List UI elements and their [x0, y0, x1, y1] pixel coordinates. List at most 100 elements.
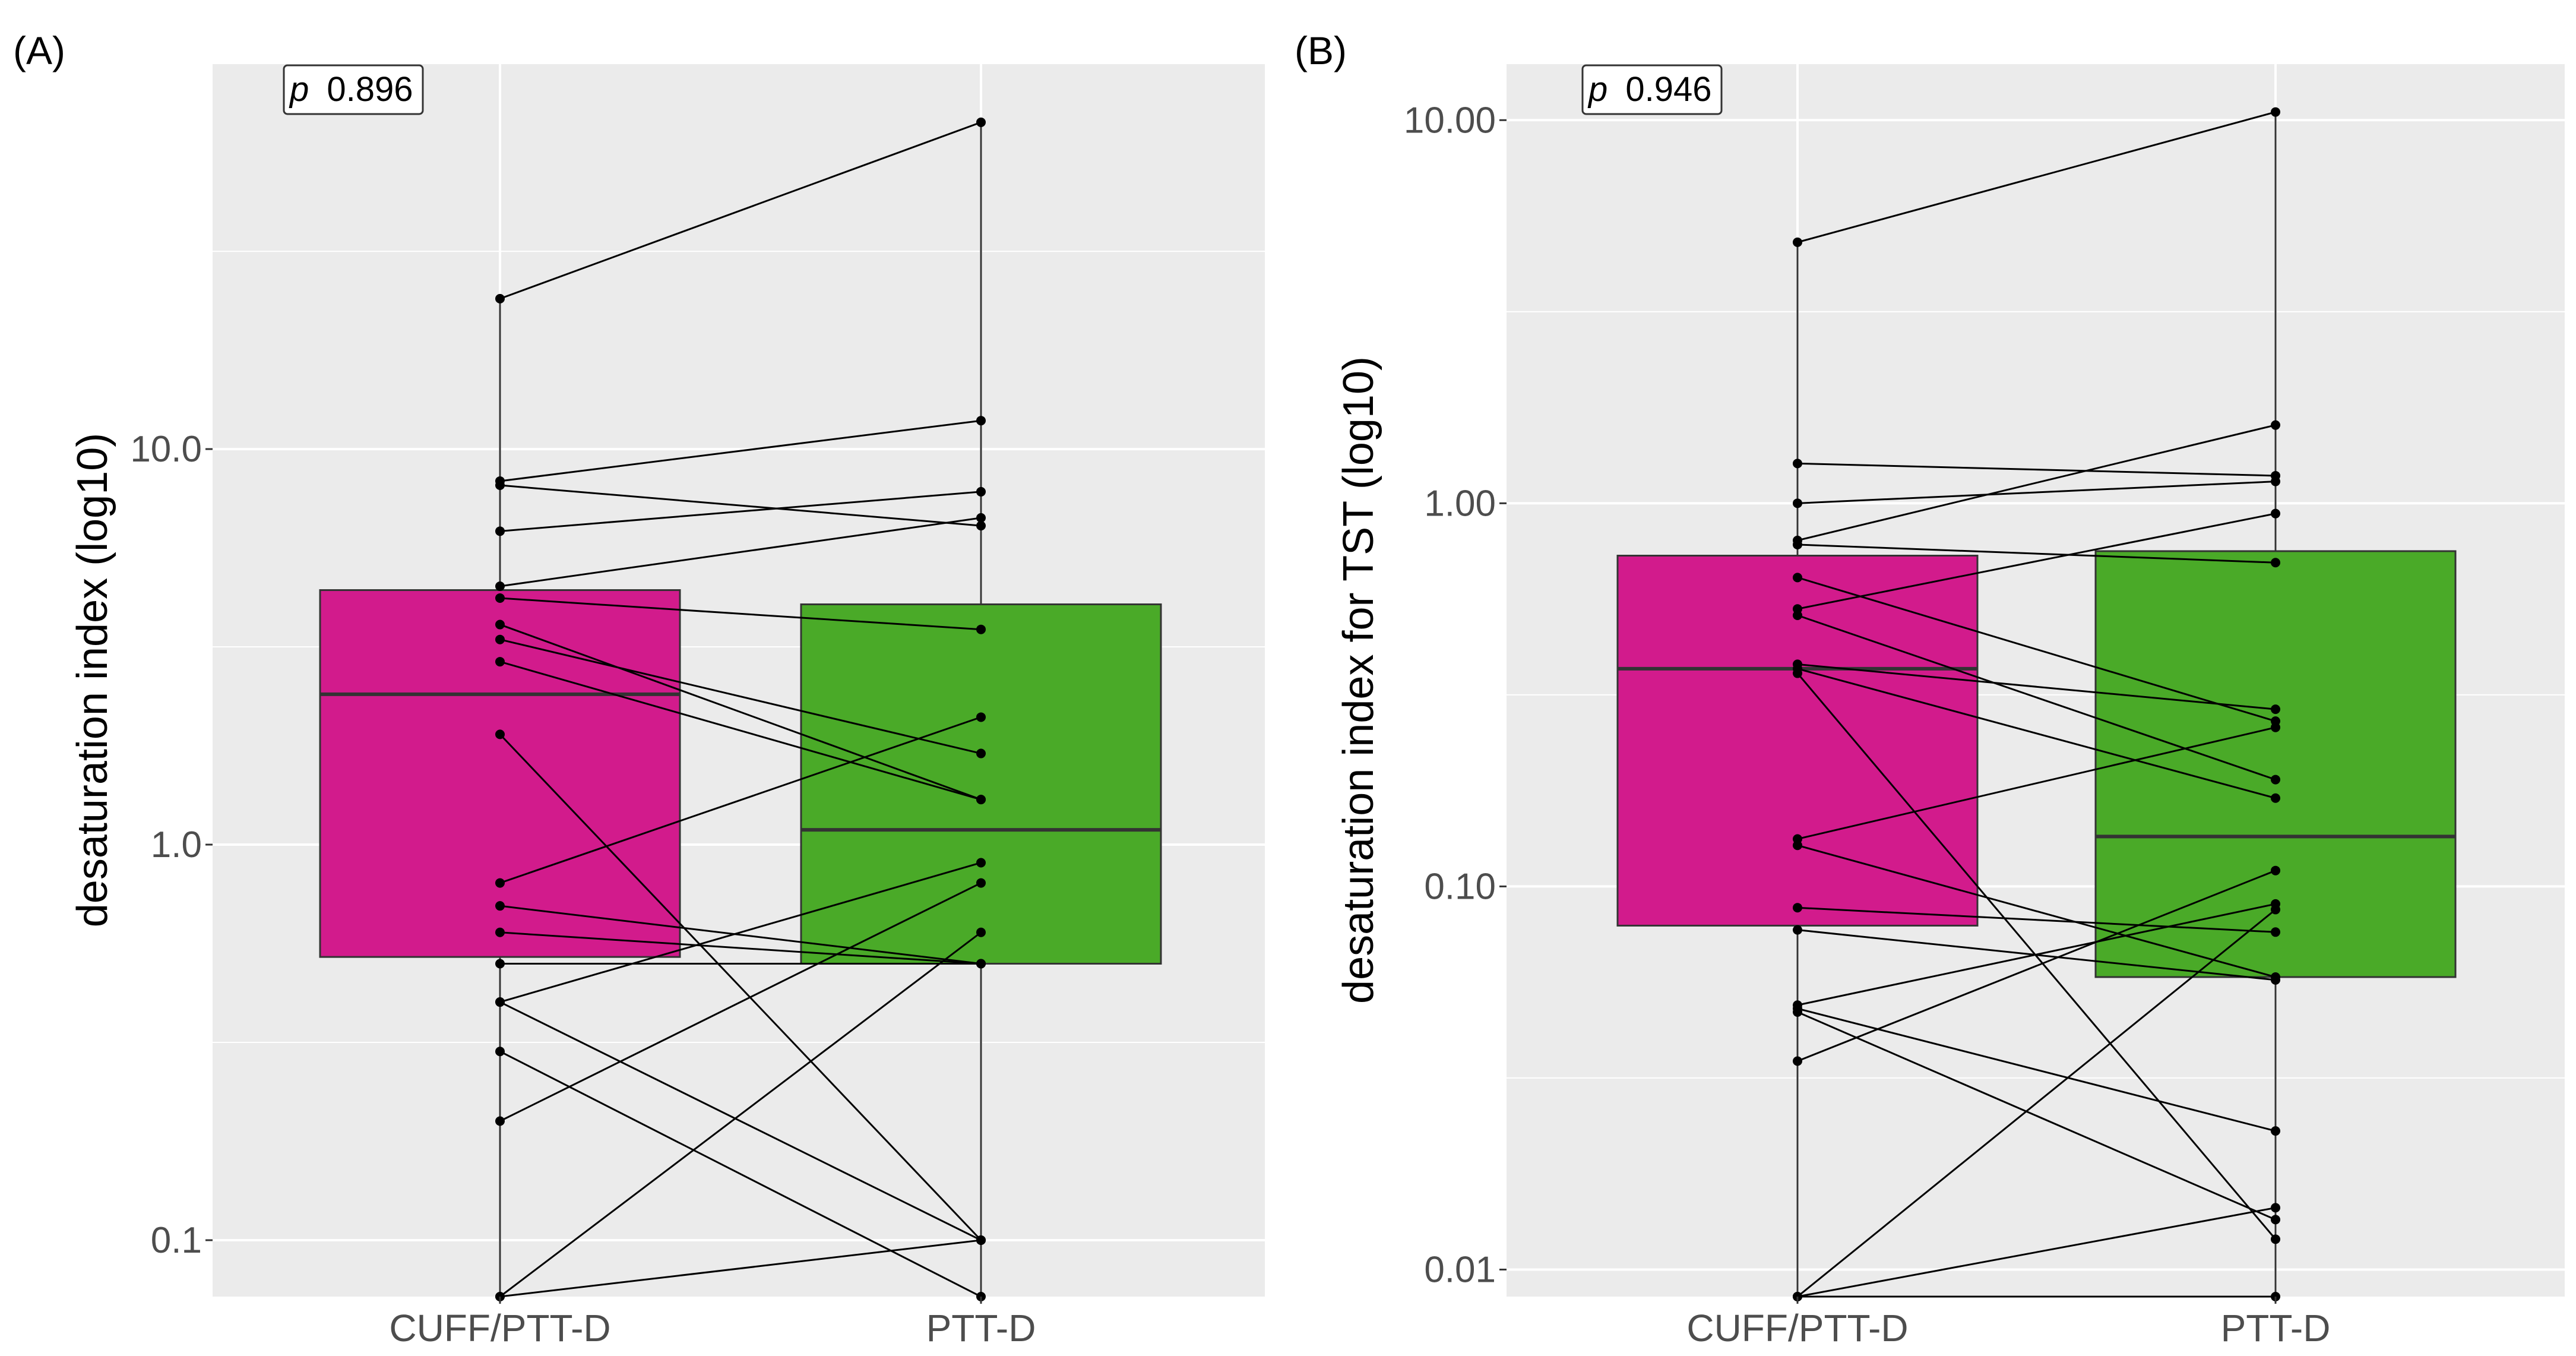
- pair-line: [499, 716, 982, 884]
- pair-line: [499, 862, 982, 1003]
- panel-a-points: [495, 117, 986, 1301]
- pair-line: [499, 419, 982, 482]
- panel-b: (B) 0.01 0.10 1.00 10.00 CUFF/PTT-D PTT-D d…: [1295, 29, 2565, 1349]
- data-point: [2271, 975, 2280, 985]
- svg-text:p 0.946: p 0.946: [1587, 70, 1712, 109]
- panel-a-p-value: p 0.896: [283, 64, 424, 115]
- panel-a-y-axis-title: desaturation index (log10): [69, 433, 116, 928]
- data-point: [2271, 775, 2280, 785]
- data-point: [2271, 107, 2280, 117]
- data-point: [1793, 610, 1802, 620]
- panel-b-x-label-ptt: PTT-D: [2221, 1307, 2331, 1349]
- y-tick-label: 10.00: [1404, 100, 1496, 141]
- data-point: [495, 481, 505, 491]
- data-point: [495, 1116, 505, 1126]
- data-point: [976, 117, 986, 127]
- pair-line: [499, 931, 982, 965]
- data-point: [976, 416, 986, 426]
- data-point: [976, 1235, 986, 1245]
- data-point: [495, 959, 505, 969]
- data-point: [2271, 476, 2280, 486]
- data-point: [495, 526, 505, 536]
- pair-line: [1797, 668, 2276, 799]
- data-point: [1793, 1007, 1802, 1017]
- pair-line: [1797, 576, 2276, 722]
- pair-line: [1797, 1206, 2276, 1298]
- data-point: [2271, 722, 2280, 732]
- data-point: [1793, 668, 1802, 678]
- data-point: [1793, 237, 1802, 247]
- pair-line: [499, 660, 982, 801]
- data-point: [2271, 1126, 2280, 1136]
- y-tick-label: 1.00: [1424, 483, 1496, 524]
- data-point: [1793, 1056, 1802, 1066]
- panel-b-p-value-text: 0.946: [1625, 70, 1711, 109]
- pair-line: [499, 517, 982, 587]
- panel-b-pair-lines: [1796, 111, 2277, 1298]
- panel-a-p-value-text: 0.896: [327, 70, 413, 109]
- box: [800, 603, 1162, 965]
- data-point: [1793, 840, 1802, 851]
- panel-b-points: [1793, 107, 2280, 1301]
- panel-b-x-labels: CUFF/PTT-D PTT-D: [1686, 1297, 2330, 1349]
- data-point: [976, 748, 986, 758]
- data-point: [976, 858, 986, 868]
- pair-line: [1797, 870, 2276, 1062]
- data-point: [2271, 558, 2280, 568]
- pair-line: [499, 597, 982, 631]
- panel-a-x-labels: CUFF/PTT-D PTT-D: [389, 1297, 1036, 1349]
- data-point: [2271, 905, 2280, 915]
- panel-b-label: (B): [1295, 29, 1347, 72]
- data-point: [2271, 704, 2280, 715]
- pair-line: [1797, 543, 2276, 564]
- panel-b-y-ticks: 0.01 0.10 1.00 10.00: [1404, 100, 1507, 1290]
- data-point: [495, 657, 505, 667]
- panel-a-pair-lines: [499, 121, 982, 1298]
- data-point: [2271, 508, 2280, 519]
- pair-line: [1797, 909, 2276, 1298]
- y-tick-label: 0.1: [151, 1220, 202, 1261]
- y-tick-label: 10.0: [130, 429, 202, 470]
- data-point: [1793, 573, 1802, 583]
- pair-line: [499, 734, 982, 1241]
- data-point: [1793, 925, 1802, 935]
- pair-line: [1797, 614, 2276, 781]
- pair-line: [1796, 672, 2277, 1240]
- data-point: [1793, 539, 1802, 549]
- panel-b-y-axis-title: desaturation index for TST (log10): [1335, 356, 1382, 1004]
- data-point: [976, 795, 986, 805]
- pair-line: [1797, 462, 2276, 477]
- pair-line: [1797, 111, 2276, 244]
- data-point: [495, 927, 505, 937]
- data-point: [2271, 793, 2280, 803]
- data-point: [2271, 1234, 2280, 1244]
- pair-line: [499, 1001, 982, 1241]
- data-point: [495, 997, 505, 1007]
- data-point: [495, 729, 505, 739]
- panel-a-boxes: [319, 122, 1162, 1297]
- data-point: [2271, 420, 2280, 430]
- pair-line: [499, 1050, 982, 1298]
- panel-b-p-value: p 0.946: [1581, 64, 1723, 115]
- data-point: [2271, 1215, 2280, 1225]
- data-point: [495, 619, 505, 630]
- pair-line: [1797, 663, 2276, 710]
- data-point: [976, 513, 986, 523]
- pair-line: [1797, 906, 2276, 933]
- panel-a: (A) 0.1 1.0 10.0 CUFF/PTT-D PTT-D desatura…: [13, 29, 1265, 1349]
- data-point: [976, 521, 986, 531]
- pair-line: [499, 882, 982, 1122]
- data-point: [495, 901, 505, 911]
- pair-line: [1797, 513, 2276, 610]
- panel-a-p-symbol: p: [289, 70, 309, 109]
- panel-b-x-label-cuff: CUFF/PTT-D: [1686, 1307, 1908, 1349]
- data-point: [1793, 498, 1802, 508]
- y-tick-label: 0.01: [1424, 1249, 1496, 1290]
- pair-line: [499, 931, 982, 1298]
- data-point: [976, 878, 986, 888]
- data-point: [976, 712, 986, 722]
- data-point: [2271, 927, 2280, 937]
- pair-line: [1797, 1011, 2276, 1221]
- panel-a-y-ticks: 0.1 1.0 10.0: [130, 429, 213, 1261]
